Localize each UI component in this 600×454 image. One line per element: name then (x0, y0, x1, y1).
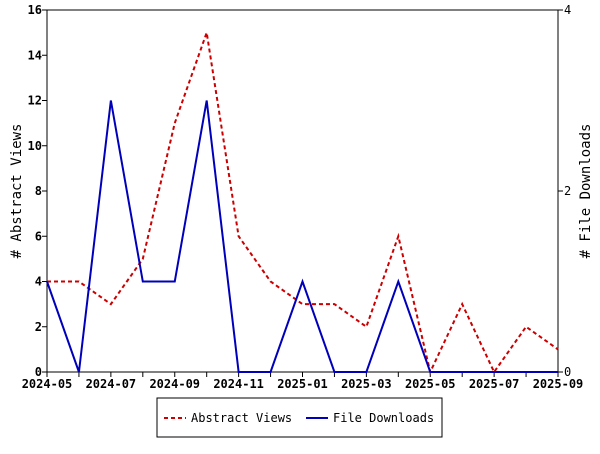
y-tick-label-right: 4 (564, 3, 571, 17)
x-tick-label: 2024-05 (22, 377, 73, 391)
x-tick-label: 2024-09 (149, 377, 200, 391)
x-tick-label: 2024-11 (213, 377, 264, 391)
legend-label-file-downloads: File Downloads (333, 411, 434, 425)
y-tick-label-left: 14 (28, 48, 42, 62)
x-tick-label: 2024-07 (86, 377, 137, 391)
y-tick-label-left: 12 (28, 94, 42, 108)
y-tick-label-left: 2 (35, 320, 42, 334)
plot-frame (47, 10, 558, 372)
series-line-abstract-views (47, 33, 558, 372)
y-tick-label-left: 4 (35, 275, 42, 289)
y-tick-label-left: 10 (28, 139, 42, 153)
x-tick-label: 2025-07 (469, 377, 520, 391)
y-axis-label-left: # Abstract Views (9, 124, 25, 259)
y-tick-label-right: 2 (564, 184, 571, 198)
y-tick-label-left: 16 (28, 3, 42, 17)
x-tick-label: 2025-09 (533, 377, 584, 391)
y-tick-label-left: 6 (35, 229, 42, 243)
x-tick-label: 2025-01 (277, 377, 328, 391)
x-tick-label: 2025-05 (405, 377, 456, 391)
y-tick-label-left: 8 (35, 184, 42, 198)
series-lines (47, 33, 558, 373)
series-line-file-downloads (47, 101, 558, 373)
legend-label-abstract-views: Abstract Views (191, 411, 292, 425)
legend: Abstract Views File Downloads (157, 398, 442, 437)
x-tick-label: 2025-03 (341, 377, 392, 391)
y-axis-label-right: # File Downloads (578, 124, 594, 259)
